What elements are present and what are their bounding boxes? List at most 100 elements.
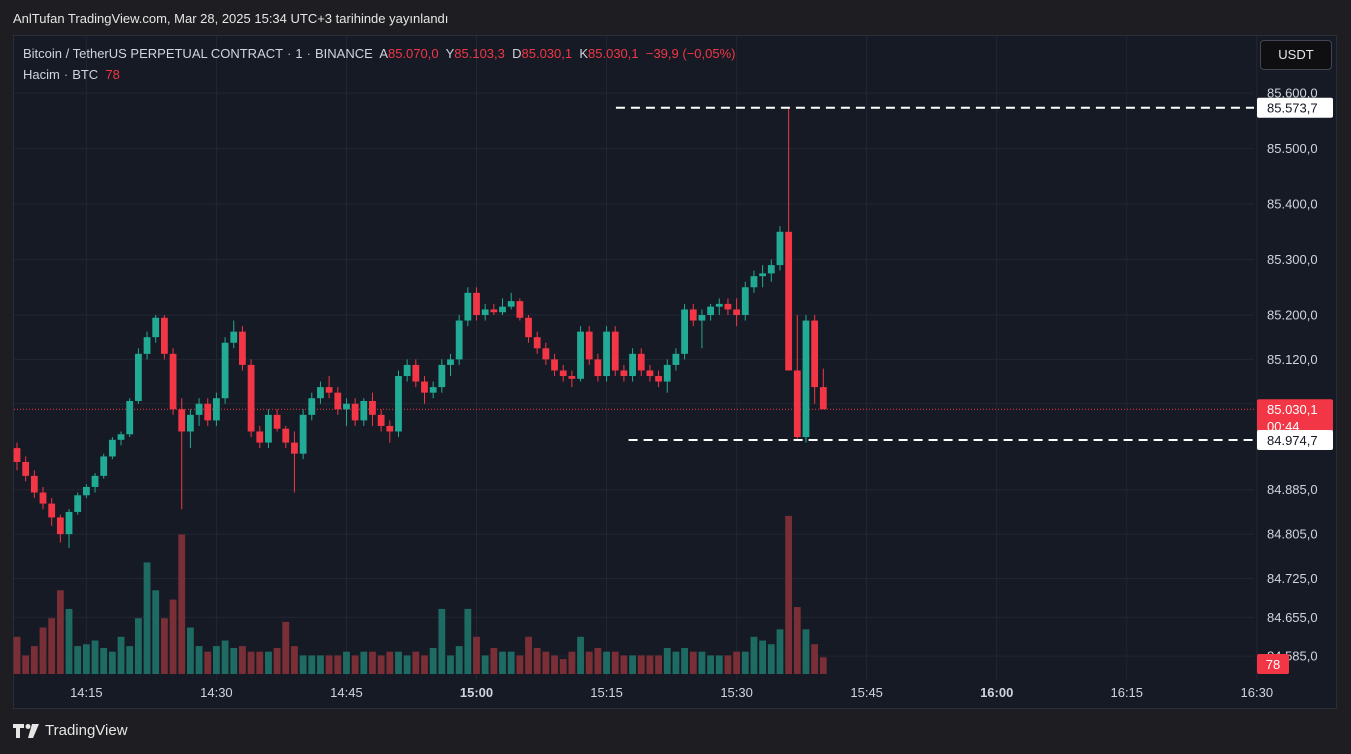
candle-body	[594, 359, 602, 377]
volume-bar	[490, 647, 498, 674]
price-axis-label: 84.725,0	[1267, 571, 1318, 586]
volume-bar	[629, 655, 636, 674]
price-axis-label: 85.400,0	[1267, 197, 1318, 212]
volume-bar	[56, 590, 64, 674]
volume-bar	[369, 651, 376, 674]
volume-bar	[230, 647, 238, 674]
price-axis-label: 85.200,0	[1267, 308, 1318, 323]
candle-body	[707, 306, 714, 315]
low-marker-label: 84.974,7	[1267, 433, 1318, 448]
candle-body	[681, 309, 688, 354]
volume-bar	[793, 607, 801, 674]
price-axis-label: 85.600,0	[1267, 86, 1318, 101]
candle-body	[221, 342, 229, 399]
volume-bar	[108, 651, 116, 674]
high-marker-badge	[1257, 97, 1333, 118]
volume-bar	[48, 618, 56, 674]
tradingview-footer[interactable]: TradingView	[13, 722, 128, 739]
candle-body	[741, 287, 749, 315]
candle-body	[802, 320, 810, 438]
candle-body	[724, 303, 732, 310]
candle-body	[48, 503, 56, 518]
volume-bar	[698, 651, 706, 674]
volume-bar	[39, 627, 47, 674]
volume-bar	[334, 655, 342, 674]
candle-body	[325, 387, 333, 393]
candle-body	[195, 403, 203, 415]
currency-button[interactable]: USDT	[1260, 40, 1332, 70]
candle-body	[291, 442, 298, 454]
volume-bar	[455, 646, 463, 674]
volume-bar	[291, 646, 298, 674]
volume-bar	[308, 655, 316, 674]
volume-bar	[516, 655, 524, 674]
candle-body	[637, 353, 645, 371]
candle-body	[247, 364, 255, 432]
candle-body	[715, 303, 723, 307]
candle-body	[499, 306, 506, 313]
last-price-label: 85.030,1	[1267, 402, 1318, 417]
price-axis-label: 85.500,0	[1267, 141, 1318, 156]
candle-body	[577, 331, 584, 379]
change-value: −39,9 (−0,05%)	[645, 46, 736, 61]
volume-bar	[767, 644, 775, 674]
volume-bar	[273, 647, 281, 674]
candle-body	[351, 403, 359, 421]
candle-body	[542, 348, 550, 360]
volume-bar	[447, 655, 454, 674]
candle-body	[464, 292, 472, 321]
candle-body	[455, 320, 463, 360]
candle-body	[698, 315, 706, 321]
candle-body	[403, 364, 411, 377]
volume-label[interactable]: Hacim	[23, 67, 60, 82]
volume-bar	[117, 636, 125, 674]
candle-body	[39, 492, 47, 504]
candle-body	[334, 392, 342, 410]
volume-bar	[637, 655, 645, 674]
candle-body	[152, 317, 160, 338]
volume-bar	[681, 647, 688, 674]
price-axis-label: 85.120,0	[1267, 352, 1318, 367]
volume-bar	[247, 651, 255, 674]
volume-bar	[551, 655, 558, 674]
candle-body	[369, 400, 376, 415]
volume-bar	[152, 590, 160, 674]
candle-body	[65, 511, 73, 535]
time-axis-label: 15:45	[850, 685, 883, 700]
interval[interactable]: 1	[295, 46, 303, 61]
candle-body	[603, 331, 610, 377]
volume-bar	[750, 636, 758, 674]
volume-bar	[785, 515, 793, 674]
volume-bar	[299, 655, 307, 674]
candle-body	[585, 331, 593, 360]
candle-body	[178, 409, 186, 432]
volume-bar	[707, 655, 714, 674]
candle-body	[213, 398, 220, 421]
candle-body	[395, 376, 402, 432]
candle-body	[30, 475, 38, 493]
low-marker-badge	[1257, 429, 1333, 450]
candle-body	[733, 309, 741, 315]
volume-bar	[759, 640, 767, 674]
symbol-name[interactable]: Bitcoin / TetherUS PERPETUAL CONTRACT	[23, 46, 284, 61]
volume-bar	[30, 646, 38, 674]
volume-bar	[776, 629, 784, 674]
time-axis-label: 16:00	[980, 685, 1013, 700]
volume-bar	[351, 655, 359, 674]
candle-body	[629, 353, 636, 377]
volume-bar	[239, 646, 246, 674]
volume-bar	[577, 636, 584, 674]
candle-body	[100, 456, 108, 476]
volume-bar	[603, 651, 610, 674]
volume-bar	[542, 651, 550, 674]
close-label: K	[579, 46, 589, 61]
volume-bar	[811, 644, 819, 674]
time-axis-label: 14:45	[330, 685, 363, 700]
candle-body	[13, 448, 21, 462]
volume-bar	[533, 647, 541, 674]
volume-legend: Hacim · BTC 78	[23, 67, 120, 82]
candle-body	[143, 337, 151, 354]
candle-body	[82, 486, 90, 496]
footer-brand: TradingView	[45, 722, 128, 739]
